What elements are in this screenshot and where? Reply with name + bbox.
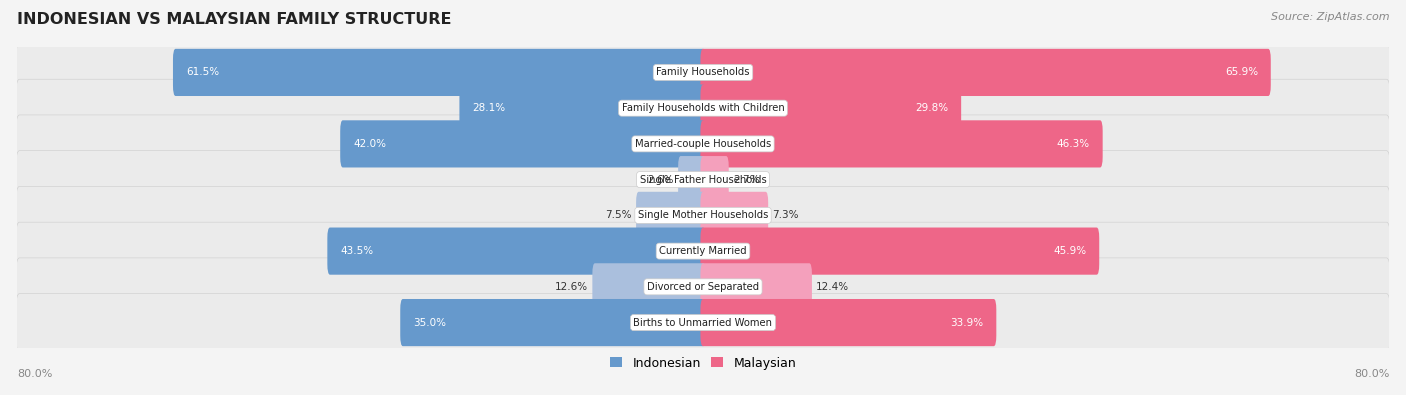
Text: 80.0%: 80.0% (1354, 369, 1389, 379)
Text: 61.5%: 61.5% (186, 68, 219, 77)
Text: INDONESIAN VS MALAYSIAN FAMILY STRUCTURE: INDONESIAN VS MALAYSIAN FAMILY STRUCTURE (17, 12, 451, 27)
Text: 42.0%: 42.0% (353, 139, 387, 149)
Text: Divorced or Separated: Divorced or Separated (647, 282, 759, 292)
Text: Family Households with Children: Family Households with Children (621, 103, 785, 113)
Text: Married-couple Households: Married-couple Households (636, 139, 770, 149)
FancyBboxPatch shape (700, 228, 1099, 275)
Text: 46.3%: 46.3% (1057, 139, 1090, 149)
FancyBboxPatch shape (340, 120, 706, 167)
Text: Family Households: Family Households (657, 68, 749, 77)
Text: Single Mother Households: Single Mother Households (638, 211, 768, 220)
FancyBboxPatch shape (700, 85, 962, 132)
Text: 7.3%: 7.3% (772, 211, 799, 220)
FancyBboxPatch shape (460, 85, 706, 132)
Text: 12.4%: 12.4% (817, 282, 849, 292)
FancyBboxPatch shape (328, 228, 706, 275)
FancyBboxPatch shape (15, 186, 1391, 245)
Text: Source: ZipAtlas.com: Source: ZipAtlas.com (1271, 12, 1389, 22)
Text: Single Father Households: Single Father Households (640, 175, 766, 184)
Text: 65.9%: 65.9% (1225, 68, 1258, 77)
Text: 2.6%: 2.6% (647, 175, 673, 184)
Text: 12.6%: 12.6% (555, 282, 588, 292)
FancyBboxPatch shape (700, 49, 1271, 96)
Text: 35.0%: 35.0% (413, 318, 446, 327)
Text: 43.5%: 43.5% (340, 246, 374, 256)
Text: 2.7%: 2.7% (733, 175, 759, 184)
Legend: Indonesian, Malaysian: Indonesian, Malaysian (605, 352, 801, 374)
FancyBboxPatch shape (15, 222, 1391, 280)
FancyBboxPatch shape (700, 192, 768, 239)
FancyBboxPatch shape (678, 156, 706, 203)
FancyBboxPatch shape (700, 299, 997, 346)
FancyBboxPatch shape (592, 263, 706, 310)
Text: 80.0%: 80.0% (17, 369, 52, 379)
FancyBboxPatch shape (700, 263, 811, 310)
Text: 28.1%: 28.1% (472, 103, 505, 113)
Text: 45.9%: 45.9% (1053, 246, 1087, 256)
FancyBboxPatch shape (636, 192, 706, 239)
Text: Currently Married: Currently Married (659, 246, 747, 256)
Text: 7.5%: 7.5% (606, 211, 631, 220)
FancyBboxPatch shape (15, 258, 1391, 316)
FancyBboxPatch shape (15, 293, 1391, 352)
FancyBboxPatch shape (173, 49, 706, 96)
FancyBboxPatch shape (401, 299, 706, 346)
FancyBboxPatch shape (15, 115, 1391, 173)
Text: 33.9%: 33.9% (950, 318, 983, 327)
Text: 29.8%: 29.8% (915, 103, 948, 113)
FancyBboxPatch shape (15, 43, 1391, 102)
FancyBboxPatch shape (15, 150, 1391, 209)
FancyBboxPatch shape (700, 120, 1102, 167)
FancyBboxPatch shape (15, 79, 1391, 137)
FancyBboxPatch shape (700, 156, 728, 203)
Text: Births to Unmarried Women: Births to Unmarried Women (634, 318, 772, 327)
